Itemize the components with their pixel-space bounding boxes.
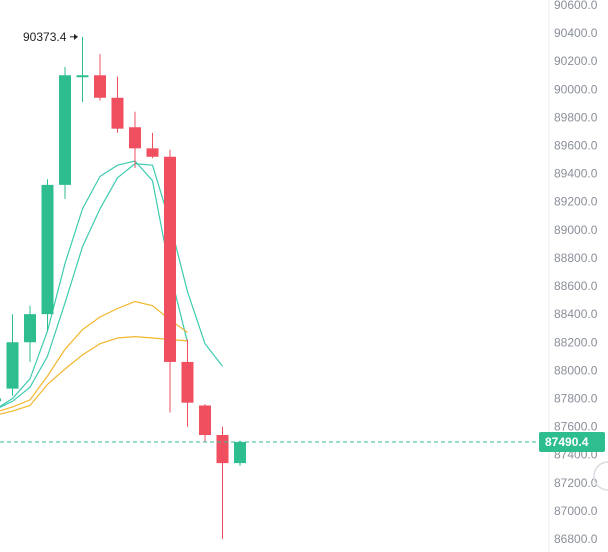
candle-body xyxy=(0,398,1,402)
y-tick-label: 89800.0 xyxy=(554,110,598,124)
y-tick-label: 88800.0 xyxy=(554,251,598,265)
candles xyxy=(0,36,246,539)
moving-average-line xyxy=(0,160,189,408)
y-tick-label: 88400.0 xyxy=(554,307,598,321)
moving-average-lines xyxy=(0,160,223,415)
last-price-marker: 87490.4 xyxy=(0,431,605,452)
candle-down[interactable] xyxy=(181,339,194,427)
candle-body xyxy=(146,148,159,157)
candle-up[interactable] xyxy=(24,305,36,362)
candle-up[interactable] xyxy=(59,66,71,199)
price-axis: 90600.0 90400.0 90200.0 90000.0 89800.0 89600… xyxy=(554,0,598,546)
y-tick-label: 89000.0 xyxy=(554,223,598,237)
candle-body xyxy=(41,184,54,315)
candle-down[interactable] xyxy=(94,54,106,101)
y-tick-label: 87800.0 xyxy=(554,391,598,405)
y-tick-label: 88200.0 xyxy=(554,335,598,349)
candle-up[interactable] xyxy=(41,179,54,332)
y-tick-label: 90400.0 xyxy=(554,26,598,40)
candle-up[interactable] xyxy=(234,440,246,466)
candle-down[interactable] xyxy=(129,111,141,169)
y-tick-label: 87200.0 xyxy=(554,476,598,490)
y-tick-label: 87000.0 xyxy=(554,504,598,518)
last-price-label: 87490.4 xyxy=(545,435,589,449)
y-tick-label: 86800.0 xyxy=(554,532,598,546)
candle-body xyxy=(94,75,106,98)
y-tick-label: 90200.0 xyxy=(554,54,598,68)
candle-up[interactable] xyxy=(76,36,89,102)
candle-body xyxy=(199,405,211,436)
corner-button-edge[interactable] xyxy=(593,461,608,491)
candle-up[interactable] xyxy=(0,394,1,407)
candle-body xyxy=(181,361,194,403)
candle-down[interactable] xyxy=(111,76,124,133)
y-tick-label: 88000.0 xyxy=(554,363,598,377)
candle-down[interactable] xyxy=(164,149,176,413)
peak-arrow-head-icon xyxy=(74,33,78,40)
candle-body xyxy=(6,342,19,389)
last-price-badge xyxy=(539,431,605,452)
candle-down[interactable] xyxy=(216,426,229,539)
candle-body xyxy=(24,314,36,343)
candle-body xyxy=(111,97,124,129)
candle-down[interactable] xyxy=(146,132,159,159)
candle-down[interactable] xyxy=(199,404,211,443)
candle-body xyxy=(234,442,246,464)
peak-marker: 90373.4 xyxy=(23,30,78,44)
y-tick-label: 87600.0 xyxy=(554,420,598,434)
y-tick-label: 89400.0 xyxy=(554,167,598,181)
y-tick-label: 90600.0 xyxy=(554,0,598,12)
moving-average-line xyxy=(0,300,188,412)
y-tick-label: 89200.0 xyxy=(554,195,598,209)
candle-body xyxy=(76,75,89,78)
y-tick-label: 88600.0 xyxy=(554,279,598,293)
candle-up[interactable] xyxy=(6,314,19,396)
y-tick-label: 90000.0 xyxy=(554,82,598,96)
candle-body xyxy=(164,156,176,362)
moving-average-line xyxy=(0,335,188,415)
candle-body xyxy=(129,127,141,149)
y-tick-label: 89600.0 xyxy=(554,139,598,153)
moving-average-line xyxy=(0,163,223,408)
candle-body xyxy=(216,435,229,464)
peak-price-label: 90373.4 xyxy=(23,30,67,44)
candle-body xyxy=(59,75,71,185)
